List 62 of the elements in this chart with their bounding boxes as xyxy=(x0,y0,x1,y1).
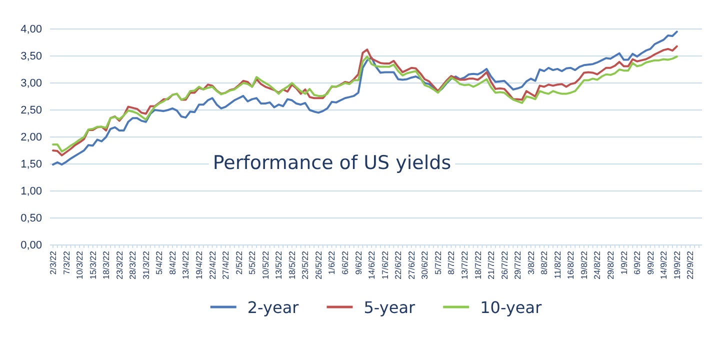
y-tick-label: 1,50 xyxy=(20,158,42,171)
x-tick-label: 7/3/22 xyxy=(61,250,72,275)
x-tick-label: 10/5/22 xyxy=(260,250,270,280)
x-tick-label: 11/8/22 xyxy=(552,250,562,279)
y-tick-label: 2,00 xyxy=(20,132,42,144)
x-tick-label: 6/6/22 xyxy=(340,250,350,275)
x-tick-label: 5/7/22 xyxy=(432,250,443,275)
x-tick-label: 14/9/22 xyxy=(658,250,669,280)
x-tick-label: 28/3/22 xyxy=(128,250,138,280)
x-tick-label: 22/6/22 xyxy=(393,250,404,280)
x-tick-label: 2/5/22 xyxy=(234,250,244,275)
x-tick-label: 18/7/22 xyxy=(472,250,483,280)
x-tick-label: 5/4/22 xyxy=(154,250,164,275)
x-tick-label: 27/6/22 xyxy=(406,250,416,280)
x-tick-label: 16/8/22 xyxy=(566,250,576,280)
x-tick-label: 2/3/22 xyxy=(48,250,58,275)
legend-label: 2-year xyxy=(247,298,300,317)
y-tick-label: 3,00 xyxy=(20,78,42,90)
x-tick-label: 6/9/22 xyxy=(632,250,642,275)
x-tick-label: 15/3/22 xyxy=(88,250,98,280)
x-tick-label: 14/6/22 xyxy=(366,250,377,280)
x-tick-label: 10/3/22 xyxy=(74,250,85,280)
x-tick-label: 19/8/22 xyxy=(578,250,589,280)
x-tick-label: 19/4/22 xyxy=(194,250,204,280)
x-tick-label: 8/7/22 xyxy=(446,250,456,275)
x-tick-label: 8/8/22 xyxy=(539,250,550,275)
x-tick-label: 27/4/22 xyxy=(220,250,231,280)
legend-label: 10-year xyxy=(480,298,542,317)
y-tick-label: 2,50 xyxy=(20,104,42,117)
x-tick-label: 24/8/22 xyxy=(592,250,602,280)
x-tick-label: 23/5/22 xyxy=(300,250,310,280)
x-tick-label: 13/5/22 xyxy=(274,250,284,280)
x-tick-label: 30/6/22 xyxy=(420,250,430,280)
x-tick-label: 31/3/22 xyxy=(140,250,151,280)
x-tick-label: 3/8/22 xyxy=(526,250,536,275)
x-tick-label: 21/7/22 xyxy=(486,250,496,280)
x-tick-label: 18/3/22 xyxy=(101,250,112,280)
x-tick-label: 17/6/22 xyxy=(380,250,390,280)
x-tick-label: 23/3/22 xyxy=(114,250,124,280)
text: Performance of US yields xyxy=(212,152,452,174)
x-tick-label: 18/5/22 xyxy=(286,250,297,280)
x-tick-label: 5/5/22 xyxy=(247,250,258,275)
y-tick-label: 0,00 xyxy=(20,240,42,252)
y-tick-label: 3,50 xyxy=(20,50,42,63)
x-tick-label: 26/5/22 xyxy=(313,250,324,280)
x-tick-label: 13/4/22 xyxy=(180,250,191,280)
x-tick-label: 1/9/22 xyxy=(618,250,629,275)
x-tick-label: 22/9/22 xyxy=(685,250,696,280)
x-tick-label: 8/4/22 xyxy=(167,250,178,275)
y-tick-label: 1,00 xyxy=(20,186,42,198)
legend-label: 5-year xyxy=(364,298,416,317)
y-tick-label: 0,50 xyxy=(20,212,42,225)
x-tick-label: 1/6/22 xyxy=(326,250,337,275)
x-tick-label: 22/4/22 xyxy=(207,250,218,280)
x-tick-label: 29/7/22 xyxy=(512,250,523,280)
x-tick-label: 9/6/22 xyxy=(353,250,364,275)
x-tick-label: 29/8/22 xyxy=(605,250,616,280)
x-tick-label: 26/7/22 xyxy=(499,250,510,280)
x-tick-label: 9/9/22 xyxy=(645,250,656,275)
y-tick-label: 4,00 xyxy=(20,24,42,36)
x-tick-label: 19/9/22 xyxy=(672,250,682,280)
x-tick-label: 13/7/22 xyxy=(459,250,470,280)
